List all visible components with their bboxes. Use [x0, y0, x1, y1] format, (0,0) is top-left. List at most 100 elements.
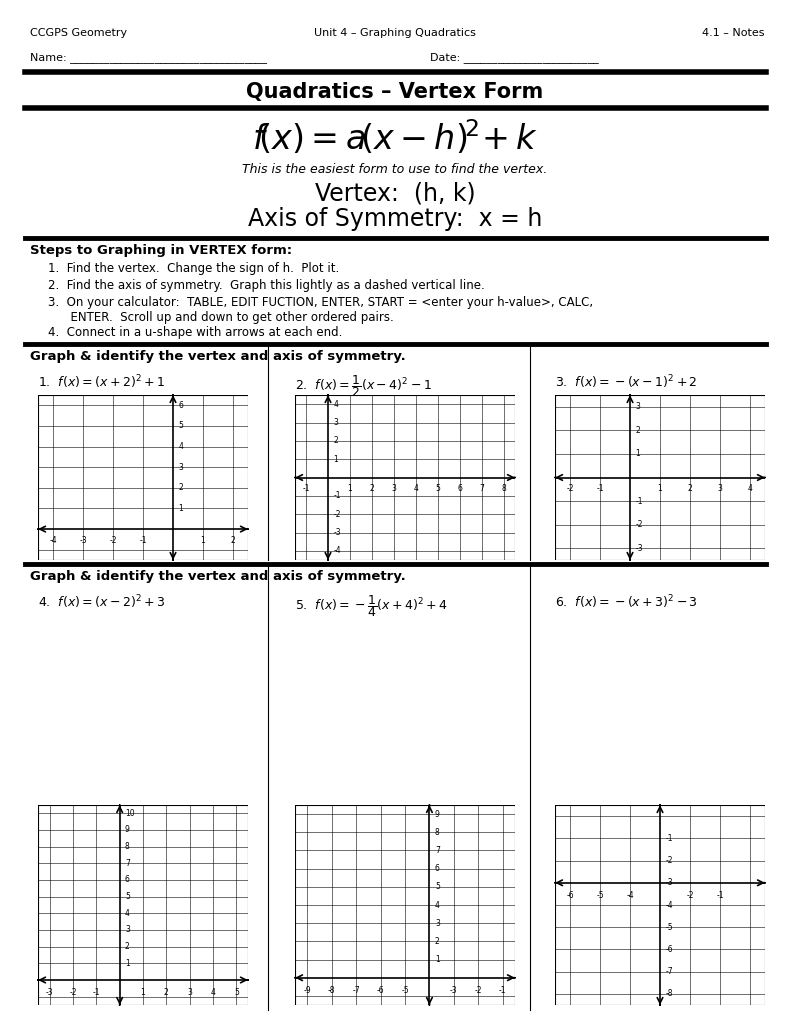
Text: -1: -1	[635, 497, 643, 506]
Text: Unit 4 – Graphing Quadratics: Unit 4 – Graphing Quadratics	[314, 28, 476, 38]
Text: 1: 1	[334, 455, 339, 464]
Text: Axis of Symmetry:  x = h: Axis of Symmetry: x = h	[248, 207, 542, 231]
Text: 2: 2	[178, 483, 183, 493]
Text: 4: 4	[178, 442, 184, 451]
Text: -1: -1	[334, 492, 341, 501]
Text: 9: 9	[435, 810, 440, 818]
Text: -1: -1	[596, 484, 604, 494]
Text: 4: 4	[435, 900, 440, 909]
Text: 10: 10	[125, 809, 134, 818]
Text: -3: -3	[334, 528, 341, 537]
Text: 5: 5	[234, 988, 239, 997]
Text: 1: 1	[125, 958, 130, 968]
Text: 2: 2	[635, 426, 640, 435]
Text: 2: 2	[125, 942, 130, 951]
Text: Name: ___________________________________: Name: __________________________________…	[30, 52, 267, 62]
Text: 6: 6	[125, 876, 130, 885]
Text: 4: 4	[125, 909, 130, 918]
Text: -3: -3	[46, 988, 54, 997]
Text: Graph & identify the vertex and axis of symmetry.: Graph & identify the vertex and axis of …	[30, 350, 406, 362]
Text: -4: -4	[626, 891, 634, 900]
Text: 3: 3	[392, 484, 396, 494]
Text: 1: 1	[347, 484, 352, 494]
Text: 7: 7	[125, 859, 130, 867]
Text: -3: -3	[450, 986, 458, 994]
Text: -1: -1	[302, 484, 310, 494]
Text: 8: 8	[501, 484, 506, 494]
Text: 1: 1	[657, 484, 662, 494]
Text: CCGPS Geometry: CCGPS Geometry	[30, 28, 127, 38]
Text: 2: 2	[687, 484, 692, 494]
Text: -7: -7	[352, 986, 360, 994]
Text: 3: 3	[717, 484, 722, 494]
Text: 1.  Find the vertex.  Change the sign of h.  Plot it.: 1. Find the vertex. Change the sign of h…	[48, 262, 339, 275]
Text: 4.  Connect in a u-shape with arrows at each end.: 4. Connect in a u-shape with arrows at e…	[48, 326, 343, 339]
Text: -5: -5	[665, 923, 673, 932]
Text: -2: -2	[566, 484, 573, 494]
Text: 2.  $f(x)=\dfrac{1}{2}(x-4)^{2}-1$: 2. $f(x)=\dfrac{1}{2}(x-4)^{2}-1$	[295, 373, 432, 399]
Text: -1: -1	[93, 988, 100, 997]
Text: 3: 3	[435, 919, 440, 928]
Text: -1: -1	[665, 834, 673, 843]
Text: 4: 4	[210, 988, 215, 997]
Text: -8: -8	[665, 989, 673, 998]
Text: 8: 8	[125, 842, 130, 851]
Text: Vertex:  (h, k): Vertex: (h, k)	[315, 182, 475, 206]
Text: -6: -6	[566, 891, 573, 900]
Text: This is the easiest form to use to find the vertex.: This is the easiest form to use to find …	[242, 163, 547, 176]
Text: 3.  On your calculator:  TABLE, EDIT FUCTION, ENTER, START = <enter your h-value: 3. On your calculator: TABLE, EDIT FUCTI…	[48, 296, 593, 309]
Text: 5: 5	[125, 892, 130, 901]
Text: -2: -2	[70, 988, 77, 997]
Text: 1: 1	[201, 536, 206, 545]
Text: -9: -9	[304, 986, 311, 994]
Text: -4: -4	[49, 536, 57, 545]
Text: 3: 3	[187, 988, 192, 997]
Text: -1: -1	[139, 536, 147, 545]
Text: 4.  $f(x)=(x-2)^{2}+3$: 4. $f(x)=(x-2)^{2}+3$	[38, 593, 165, 610]
Text: 3: 3	[178, 463, 184, 472]
Text: -3: -3	[665, 879, 673, 887]
Text: 2: 2	[334, 436, 339, 445]
Text: -3: -3	[635, 544, 643, 553]
Text: -2: -2	[475, 986, 482, 994]
Text: 7: 7	[435, 846, 440, 855]
Text: -2: -2	[109, 536, 117, 545]
Text: -3: -3	[79, 536, 87, 545]
Text: 6: 6	[457, 484, 463, 494]
Text: 2: 2	[369, 484, 374, 494]
Text: 9: 9	[125, 825, 130, 835]
Text: 4: 4	[414, 484, 418, 494]
Text: 5: 5	[436, 484, 441, 494]
Text: Quadratics – Vertex Form: Quadratics – Vertex Form	[246, 82, 543, 102]
Text: 3: 3	[334, 418, 339, 427]
Text: 1: 1	[178, 504, 183, 513]
Text: 2: 2	[231, 536, 236, 545]
Text: 6: 6	[178, 400, 184, 410]
Text: -2: -2	[334, 510, 341, 519]
Text: -1: -1	[499, 986, 506, 994]
Text: 2: 2	[435, 937, 440, 946]
Text: -8: -8	[328, 986, 335, 994]
Text: 3: 3	[125, 926, 130, 935]
Text: -4: -4	[665, 900, 673, 909]
Text: -1: -1	[716, 891, 724, 900]
Text: 6.  $f(x)=-(x+3)^{2}-3$: 6. $f(x)=-(x+3)^{2}-3$	[555, 593, 698, 610]
Text: Steps to Graphing in VERTEX form:: Steps to Graphing in VERTEX form:	[30, 244, 292, 257]
Text: 2: 2	[164, 988, 168, 997]
Text: 1: 1	[635, 450, 640, 459]
Text: 5: 5	[435, 883, 440, 891]
Text: -7: -7	[665, 967, 673, 976]
Text: -6: -6	[665, 945, 673, 954]
Text: -5: -5	[401, 986, 409, 994]
Text: 3.  $f(x)=-(x-1)^{2}+2$: 3. $f(x)=-(x-1)^{2}+2$	[555, 373, 698, 390]
Text: 4: 4	[747, 484, 752, 494]
Text: Graph & identify the vertex and axis of symmetry.: Graph & identify the vertex and axis of …	[30, 570, 406, 583]
Text: -6: -6	[377, 986, 384, 994]
Text: ENTER.  Scroll up and down to get other ordered pairs.: ENTER. Scroll up and down to get other o…	[48, 311, 394, 324]
Text: 4.1 – Notes: 4.1 – Notes	[702, 28, 765, 38]
Text: 1.  $f(x)=(x+2)^{2}+1$: 1. $f(x)=(x+2)^{2}+1$	[38, 373, 165, 390]
Text: 1: 1	[435, 955, 440, 964]
Text: 1: 1	[141, 988, 146, 997]
Text: 7: 7	[479, 484, 484, 494]
Text: 4: 4	[334, 399, 339, 409]
